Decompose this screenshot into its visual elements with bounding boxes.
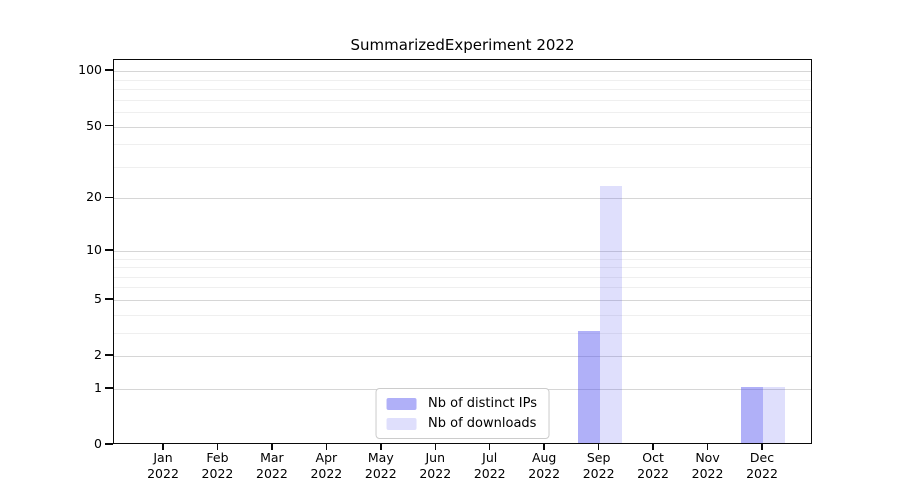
x-tick-label-jul: Jul 2022 bbox=[473, 450, 506, 481]
y-tick-label-10: 10 bbox=[86, 241, 102, 257]
bar-distinct-ips-sep bbox=[577, 330, 600, 443]
minor-gridline-9 bbox=[114, 258, 811, 260]
y-tick-label-2: 2 bbox=[94, 347, 102, 363]
bar-downloads-sep bbox=[599, 185, 622, 443]
legend-item-distinct-ips: Nb of distinct IPs bbox=[386, 396, 537, 411]
x-tick-label-dec: Dec 2022 bbox=[746, 450, 778, 481]
major-gridline-50 bbox=[114, 126, 811, 128]
x-tick-label-may: May 2022 bbox=[364, 450, 397, 481]
legend: Nb of distinct IPs Nb of downloads bbox=[375, 388, 550, 439]
y-tick-mark-5 bbox=[105, 298, 113, 300]
x-tick-mark-feb bbox=[216, 444, 219, 450]
major-gridline-10 bbox=[114, 250, 811, 252]
legend-label-distinct-ips: Nb of distinct IPs bbox=[428, 396, 537, 411]
minor-gridline-8 bbox=[114, 267, 811, 269]
x-tick-label-aug: Aug 2022 bbox=[528, 450, 561, 481]
x-tick-label-jun: Jun 2022 bbox=[419, 450, 452, 481]
x-tick-mark-sep bbox=[597, 444, 600, 450]
y-tick-label-1: 1 bbox=[94, 379, 102, 395]
minor-gridline-40 bbox=[114, 144, 811, 146]
legend-label-downloads: Nb of downloads bbox=[428, 416, 537, 431]
y-tick-mark-1 bbox=[105, 387, 113, 389]
x-tick-mark-apr bbox=[325, 444, 328, 450]
y-tick-label-0: 0 bbox=[94, 436, 102, 451]
minor-gridline-3 bbox=[114, 332, 811, 334]
minor-gridline-70 bbox=[114, 99, 811, 101]
x-tick-mark-mar bbox=[271, 444, 273, 450]
minor-gridline-4 bbox=[114, 314, 811, 316]
minor-gridline-60 bbox=[114, 112, 811, 114]
minor-gridline-80 bbox=[114, 89, 811, 91]
x-tick-mark-nov bbox=[706, 444, 709, 450]
major-gridline-100 bbox=[114, 71, 811, 73]
x-tick-mark-may bbox=[380, 444, 382, 450]
minor-gridline-90 bbox=[114, 79, 811, 81]
x-tick-label-mar: Mar 2022 bbox=[256, 450, 288, 481]
x-tick-mark-jan bbox=[162, 444, 164, 450]
legend-item-downloads: Nb of downloads bbox=[386, 416, 537, 431]
minor-gridline-6 bbox=[114, 287, 811, 289]
x-tick-mark-jul bbox=[488, 444, 491, 450]
minor-gridline-7 bbox=[114, 276, 811, 278]
y-tick-mark-0 bbox=[105, 443, 113, 445]
y-tick-label-20: 20 bbox=[86, 189, 102, 205]
legend-swatch-downloads bbox=[386, 417, 417, 430]
y-tick-label-5: 5 bbox=[94, 290, 102, 306]
y-tick-label-50: 50 bbox=[86, 117, 102, 133]
y-tick-mark-100 bbox=[105, 69, 113, 71]
y-tick-mark-50 bbox=[105, 124, 113, 127]
x-tick-label-feb: Feb 2022 bbox=[201, 450, 234, 481]
x-tick-label-apr: Apr 2022 bbox=[310, 450, 343, 481]
x-tick-mark-jun bbox=[434, 444, 437, 450]
x-tick-label-jan: Jan 2022 bbox=[147, 450, 179, 481]
legend-swatch-distinct-ips bbox=[386, 397, 417, 410]
x-tick-mark-aug bbox=[543, 444, 545, 450]
y-tick-mark-2 bbox=[105, 354, 113, 356]
major-gridline-20 bbox=[114, 198, 811, 200]
y-tick-mark-20 bbox=[105, 196, 113, 199]
x-tick-mark-oct bbox=[652, 444, 654, 450]
x-tick-label-nov: Nov 2022 bbox=[691, 450, 724, 481]
x-tick-mark-dec bbox=[761, 444, 763, 450]
bar-distinct-ips-dec bbox=[741, 386, 763, 443]
x-tick-label-sep: Sep 2022 bbox=[582, 450, 615, 481]
major-gridline-2 bbox=[114, 356, 811, 358]
plot-area: Nb of distinct IPs Nb of downloads bbox=[113, 59, 812, 444]
x-tick-label-oct: Oct 2022 bbox=[637, 450, 669, 481]
y-tick-mark-10 bbox=[105, 249, 113, 251]
major-gridline-5 bbox=[114, 299, 811, 301]
chart-title: SummarizedExperiment 2022 bbox=[350, 36, 575, 54]
y-tick-label-100: 100 bbox=[78, 62, 102, 78]
minor-gridline-30 bbox=[114, 166, 811, 168]
bar-downloads-dec bbox=[763, 386, 785, 443]
